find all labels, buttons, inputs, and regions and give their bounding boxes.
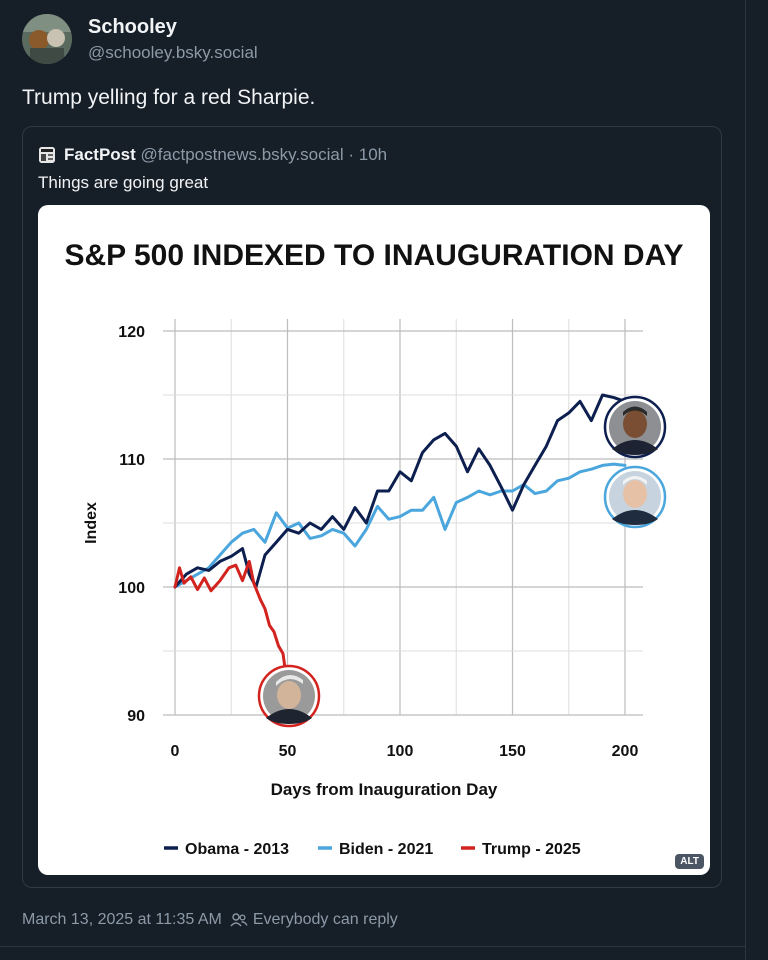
legend-label-obama: Obama - 2013 bbox=[185, 841, 289, 858]
y-axis-label: Index bbox=[83, 502, 100, 544]
series-line-trump bbox=[173, 559, 287, 672]
author-name[interactable]: Schooley bbox=[88, 16, 177, 38]
chart-image[interactable]: S&P 500 INDEXED TO INAUGURATION DAY 0 50 1… bbox=[38, 205, 710, 875]
quoted-post[interactable]: FactPost @factpostnews.bsky.social · 10h… bbox=[22, 126, 722, 888]
x-axis-label: Days from Inauguration Day bbox=[271, 780, 498, 799]
quote-age[interactable]: 10h bbox=[358, 145, 388, 164]
x-tick-label: 0 bbox=[171, 743, 180, 760]
trump-portrait-badge bbox=[257, 664, 321, 728]
series-line-biden bbox=[173, 462, 627, 589]
x-tick-label: 150 bbox=[499, 743, 526, 760]
quote-separator: · bbox=[348, 145, 355, 164]
legend-label-trump: Trump - 2025 bbox=[482, 841, 581, 858]
factpost-logo-icon bbox=[39, 147, 55, 163]
legend-label-biden: Biden - 2021 bbox=[339, 841, 433, 858]
quote-text: Things are going great bbox=[38, 173, 209, 192]
y-tick-label: 100 bbox=[118, 580, 145, 597]
biden-portrait-badge bbox=[603, 465, 667, 529]
y-tick-label: 120 bbox=[118, 324, 145, 341]
chart-title: S&P 500 INDEXED TO INAUGURATION DAY bbox=[64, 239, 683, 272]
timeline-divider bbox=[745, 0, 746, 960]
chart-series bbox=[173, 393, 627, 672]
author-handle[interactable]: @schooley.bsky.social bbox=[88, 43, 258, 62]
people-icon bbox=[230, 913, 248, 927]
chart-grid bbox=[163, 319, 643, 716]
chart-ticks: 0 50 100 150 200 90 100 110 120 bbox=[118, 324, 638, 760]
reply-permission-label: Everybody can reply bbox=[252, 911, 398, 928]
x-tick-label: 200 bbox=[612, 743, 639, 760]
quote-author-name[interactable]: FactPost bbox=[64, 145, 136, 164]
quote-header: FactPost @factpostnews.bsky.social · 10h bbox=[64, 145, 387, 165]
quote-author-handle[interactable]: @factpostnews.bsky.social bbox=[140, 145, 344, 164]
obama-portrait-badge bbox=[603, 395, 667, 459]
y-tick-label: 110 bbox=[119, 452, 145, 469]
sp500-line-chart: S&P 500 INDEXED TO INAUGURATION DAY 0 50 1… bbox=[64, 239, 683, 858]
x-tick-label: 100 bbox=[387, 743, 414, 760]
x-tick-label: 50 bbox=[279, 743, 297, 760]
bottom-divider bbox=[0, 946, 745, 947]
reply-permission[interactable]: Everybody can reply bbox=[230, 911, 398, 929]
series-line-obama bbox=[173, 393, 627, 589]
avatar[interactable] bbox=[22, 14, 72, 64]
post-timestamp[interactable]: March 13, 2025 at 11:35 AM bbox=[22, 911, 222, 928]
post-text: Trump yelling for a red Sharpie. bbox=[22, 86, 316, 109]
chart-legend: Obama - 2013 Biden - 2021 Trump - 2025 bbox=[164, 841, 581, 858]
y-tick-label: 90 bbox=[127, 708, 145, 725]
post-footer: March 13, 2025 at 11:35 AM Everybody can… bbox=[22, 911, 398, 929]
alt-text-button[interactable]: ALT bbox=[675, 854, 704, 869]
user-avatar-photo bbox=[22, 14, 72, 64]
